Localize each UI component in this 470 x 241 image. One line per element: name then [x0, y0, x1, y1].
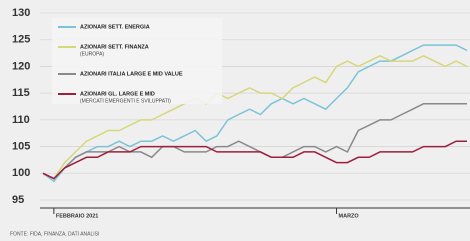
legend-label: AZIONARI ITALIA LARGE E MID VALUE — [80, 71, 183, 77]
y-tick-label: 105 — [12, 140, 30, 152]
chart: FONTE: FIDA, FINANZA, DATI ANALISI 95 100… — [0, 0, 470, 241]
x-tick-label: FEBBRAIO 2021 — [56, 213, 99, 219]
legend-label: AZIONARI GL. LARGE E MID — [80, 91, 155, 97]
y-tick-label: 100 — [12, 167, 30, 179]
legend-label: AZIONARI SETT. FINANZA — [80, 44, 149, 50]
y-tick-label: 95 — [12, 194, 24, 206]
legend-label: AZIONARI SETT. ENERGIA — [80, 24, 150, 30]
source: FONTE: FIDA, FINANZA, DATI ANALISI — [10, 231, 99, 237]
legend-note: (MERCATI EMERGENTI E SVILUPPATI) — [80, 98, 171, 104]
y-tick-label: 130 — [12, 7, 30, 19]
y-tick-label: 110 — [12, 114, 30, 126]
page: FONTE: FIDA, FINANZA, DATI ANALISI 95 100… — [0, 0, 470, 241]
x-tick-label: MARZO — [339, 213, 360, 219]
y-tick-label: 125 — [12, 34, 30, 46]
y-tick-label: 120 — [12, 60, 30, 72]
y-tick-label: 115 — [12, 87, 30, 99]
legend-note: (EUROPA) — [80, 51, 104, 57]
